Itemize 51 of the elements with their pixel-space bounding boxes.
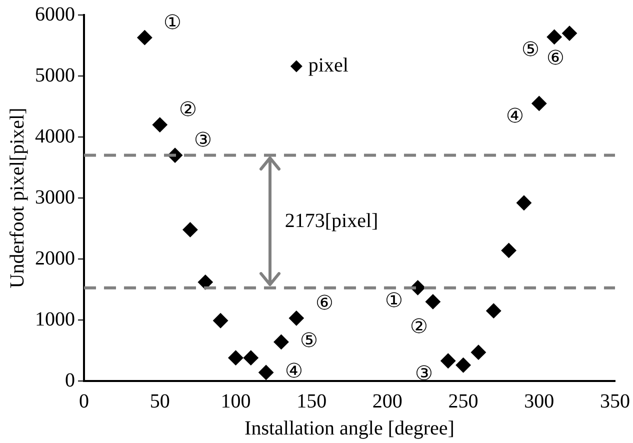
y-tick-label: 6000 (35, 3, 75, 26)
point (152, 117, 168, 132)
point (288, 310, 304, 326)
annotation: ③ (415, 363, 434, 386)
y-tick-label: 4000 (35, 125, 75, 148)
annotation: ③ (194, 130, 212, 152)
annotation: ⑥ (315, 292, 334, 314)
point (182, 222, 198, 238)
point (562, 26, 577, 41)
point (546, 29, 562, 44)
x-tick-label: 350 (600, 390, 630, 412)
point (274, 334, 289, 350)
y-axis-title: Underfoot pixel[pixel] (6, 108, 28, 288)
x-tick-label: 150 (296, 390, 327, 412)
x-tick-label: 100 (220, 390, 251, 412)
x-tick-label: 300 (524, 390, 554, 412)
point (456, 358, 471, 373)
annotation: ① (384, 290, 403, 312)
point (532, 96, 547, 111)
annotation: ② (410, 316, 428, 338)
point (137, 30, 152, 46)
annotation: 2173[pixel] (284, 210, 378, 232)
x-axis-title: Installation angle [degree] (244, 417, 454, 440)
y-tick-label: 3000 (35, 186, 75, 208)
x-tick-label: 200 (372, 390, 402, 412)
point (486, 303, 502, 318)
legend-label: pixel (308, 54, 349, 76)
annotation: ④ (506, 106, 524, 128)
point (470, 344, 486, 360)
point (425, 294, 440, 310)
y-tick-label: 1000 (35, 308, 75, 330)
point (213, 313, 228, 328)
point (501, 242, 516, 258)
point (198, 274, 213, 290)
annotation: ⑥ (546, 48, 564, 70)
y-tick-label: 5000 (35, 64, 75, 86)
point (516, 195, 532, 210)
annotation: ④ (285, 360, 304, 383)
x-tick-label: 0 (79, 390, 89, 412)
y-tick-label: 0 (65, 369, 75, 392)
point (440, 353, 456, 368)
annotation: ② (178, 99, 197, 122)
x-tick-label: 50 (150, 390, 170, 412)
point (258, 364, 274, 380)
point (228, 350, 244, 366)
annotation: ⑤ (521, 39, 540, 62)
y-tick-label: 2000 (35, 247, 75, 270)
annotation: ① (164, 12, 182, 34)
x-tick-label: 250 (448, 390, 478, 412)
annotation: ⑤ (300, 330, 318, 352)
point (243, 350, 258, 366)
